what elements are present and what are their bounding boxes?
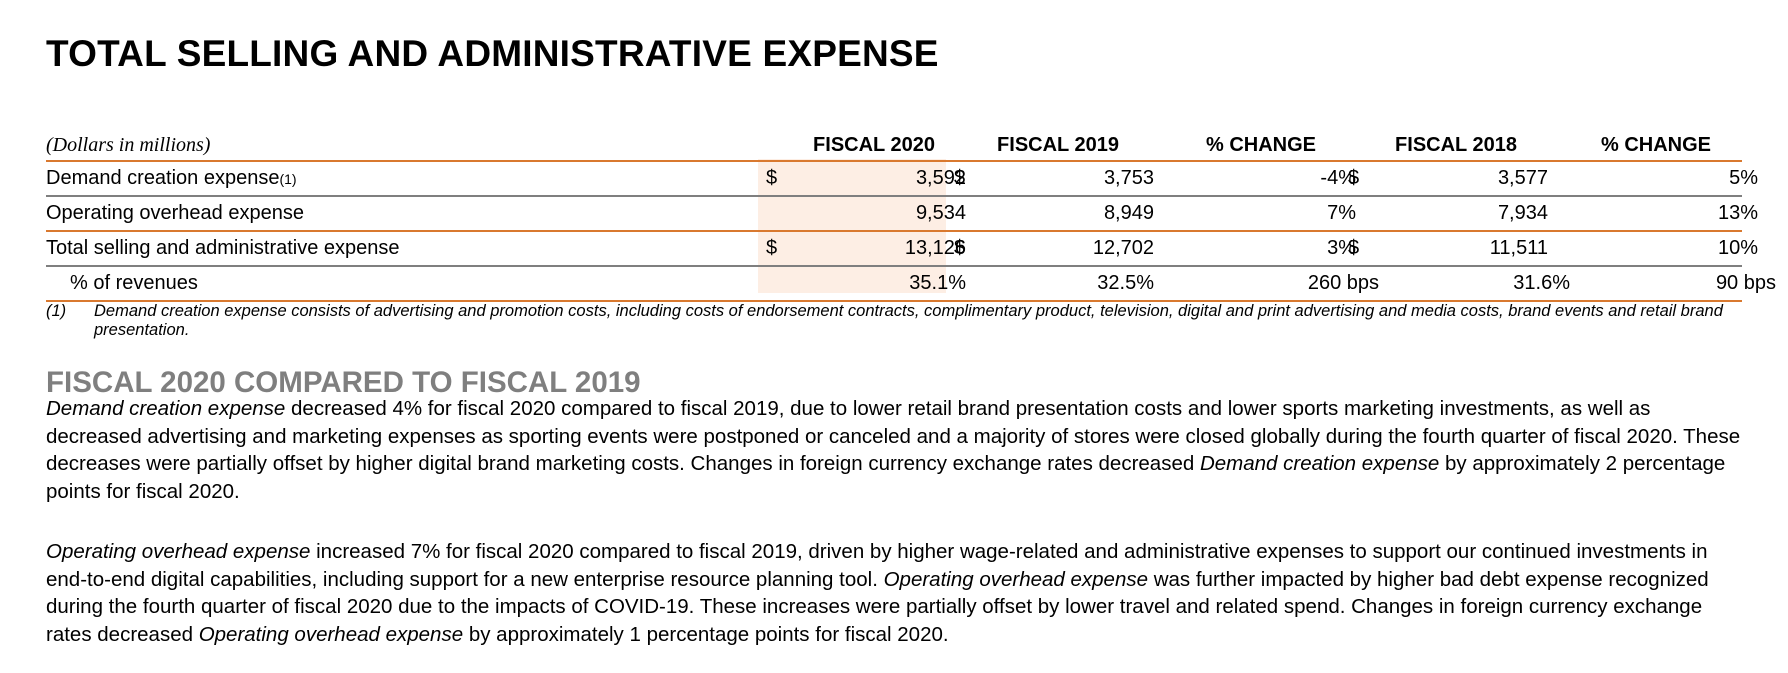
value-change-2020: 3%: [1327, 237, 1356, 259]
value-change-2019: 90 bps: [1715, 272, 1776, 294]
footnote-mark: (1): [46, 302, 67, 320]
value-change-2019: 5%: [1729, 167, 1758, 189]
units-label: (Dollars in millions): [46, 134, 211, 156]
value-change-2020: 260 bps: [1307, 272, 1379, 294]
value-fy2019: 12,702: [1092, 237, 1154, 259]
currency-symbol: $: [954, 167, 966, 189]
header-fiscal-2020: FISCAL 2020: [813, 134, 935, 156]
value-change-2020: -4%: [1320, 167, 1356, 189]
row-label: Operating overhead expense: [46, 202, 304, 224]
term-operating-overhead: Operating overhead expense: [198, 622, 464, 646]
value-fy2020: 35.1%: [909, 272, 966, 294]
fiscal-2020-highlight-column: [758, 159, 946, 293]
section-title: FISCAL 2020 COMPARED TO FISCAL 2019: [46, 366, 641, 399]
value-change-2019: 13%: [1717, 202, 1758, 224]
table-header-row: (Dollars in millions) FISCAL 2020 FISCAL…: [46, 128, 1742, 162]
term-operating-overhead: Operating overhead expense: [46, 540, 311, 563]
currency-symbol: $: [766, 237, 778, 259]
footnote-text: Demand creation expense consists of adve…: [94, 302, 1723, 339]
header-pct-change-2019: % CHANGE: [1600, 134, 1711, 156]
row-label: Demand creation expense (1): [46, 167, 297, 189]
currency-symbol: $: [1348, 167, 1360, 189]
term-operating-overhead: Operating overhead expense: [883, 567, 1149, 591]
term-demand-creation: Demand creation expense: [1199, 452, 1440, 475]
header-pct-change-2020: % CHANGE: [1205, 134, 1316, 156]
currency-symbol: $: [1348, 237, 1360, 259]
table-row-pct-revenues: % of revenues 35.1% 32.5% 260 bps 31.6% …: [46, 267, 1776, 302]
row-label: % of revenues: [70, 272, 198, 294]
value-fy2018: 11,511: [1489, 237, 1548, 259]
value-fy2020: 13,126: [904, 237, 966, 259]
value-fy2020: 3,592: [915, 167, 966, 189]
header-fiscal-2018: FISCAL 2018: [1395, 134, 1517, 156]
row-label: Total selling and administrative expense: [46, 237, 400, 259]
currency-symbol: $: [766, 167, 778, 189]
value-fy2019: 8,949: [1103, 202, 1154, 224]
term-demand-creation: Demand creation expense: [46, 397, 286, 420]
value-change-2019: 10%: [1717, 237, 1758, 259]
table-row-operating-overhead: Operating overhead expense 9,534 8,949 7…: [46, 197, 1758, 232]
value-fy2018: 3,577: [1497, 167, 1548, 189]
value-fy2018: 7,934: [1497, 202, 1548, 224]
value-fy2020: 9,534: [915, 202, 966, 224]
paragraph-operating-overhead: Operating overhead expense increased 7% …: [46, 540, 1709, 646]
page-title: TOTAL SELLING AND ADMINISTRATIVE EXPENSE: [46, 33, 939, 74]
currency-symbol: $: [954, 237, 966, 259]
table-row-total: Total selling and administrative expense…: [46, 232, 1758, 267]
header-fiscal-2019: FISCAL 2019: [997, 134, 1119, 156]
table-row-demand-creation: Demand creation expense (1) $ 3,592 $ 3,7…: [46, 162, 1758, 197]
value-fy2019: 3,753: [1103, 167, 1154, 189]
value-fy2018: 31.6%: [1513, 272, 1570, 294]
expense-table: (Dollars in millions) FISCAL 2020 FISCAL…: [46, 128, 1776, 302]
value-change-2020: 7%: [1327, 202, 1356, 224]
paragraph-demand-creation: Demand creation expense decreased 4% for…: [46, 397, 1741, 503]
value-fy2019: 32.5%: [1097, 272, 1154, 294]
